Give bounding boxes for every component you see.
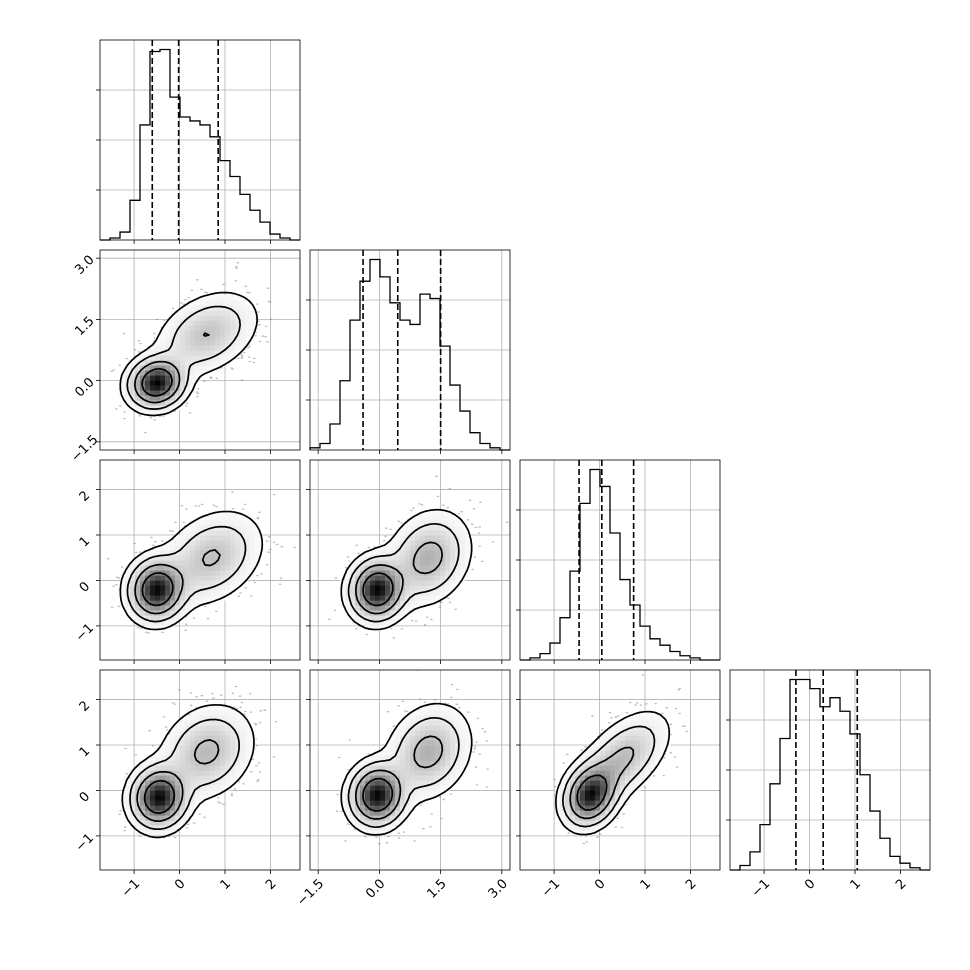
x-tick-label: −1	[119, 876, 143, 900]
panel-frame	[99, 669, 301, 871]
panel-frame	[309, 459, 511, 661]
histogram-panel-4: −1 0 1 2	[726, 669, 931, 901]
x-tick-label: 1	[638, 876, 654, 892]
contour-line	[119, 510, 264, 631]
contour-line	[119, 291, 258, 417]
density-fill	[120, 705, 256, 836]
x-tick-label: 0	[802, 876, 818, 892]
y-tick-label: −1	[73, 621, 97, 645]
x-tick-label: 0	[592, 876, 608, 892]
x-tick-label: 1	[218, 876, 234, 892]
x-tick-label: −1.5	[294, 876, 327, 909]
joint-panel-4-1: −1 0 1 2 −1 0 1 2	[73, 669, 301, 901]
panel-frame	[519, 669, 721, 871]
x-tick-label: 0	[172, 876, 188, 892]
y-tick-label: 1	[77, 744, 93, 760]
panel-frame	[309, 249, 511, 451]
contour-line	[555, 710, 671, 836]
histogram-step	[730, 678, 930, 871]
contour-line	[569, 746, 635, 820]
histogram-step	[309, 258, 510, 451]
x-tick-label: 3.0	[486, 876, 511, 901]
contour-line	[141, 572, 174, 607]
y-tick-label: 0	[77, 789, 93, 805]
joint-panel-3-1: −1 0 1 2	[73, 459, 301, 664]
contour-line	[129, 718, 241, 831]
contour-line	[133, 332, 210, 404]
y-tick-label: −1	[73, 831, 97, 855]
y-tick-label: 2	[77, 488, 93, 504]
contour-line	[134, 549, 221, 615]
y-tick-label: 2	[77, 698, 93, 714]
x-tick-label: 2	[893, 876, 909, 892]
contour-line	[362, 777, 394, 812]
x-tick-label: −1	[749, 876, 773, 900]
x-tick-label: −1	[539, 876, 563, 900]
histogram-step	[100, 48, 300, 241]
contour-line	[141, 367, 173, 397]
y-tick-label: 1.5	[72, 314, 97, 339]
contour-line	[362, 572, 394, 607]
y-tick-label: 0.0	[72, 375, 97, 400]
contour-line	[354, 735, 444, 820]
joint-panel-4-3: −1 0 1 2	[516, 669, 721, 901]
contour-line	[121, 703, 255, 839]
contour-line	[347, 522, 460, 623]
panel-frame	[309, 669, 511, 871]
y-tick-label: −1.5	[68, 432, 101, 465]
x-tick-label: 0.0	[363, 876, 388, 901]
contour-line	[340, 508, 473, 631]
y-tick-label: 0	[77, 579, 93, 595]
contour-line	[126, 525, 247, 623]
x-tick-label: 1	[848, 876, 864, 892]
panel-frame	[99, 249, 301, 451]
x-tick-label: 2	[683, 876, 699, 892]
density-fill	[340, 510, 471, 631]
contour-line	[576, 774, 608, 811]
panel-frame	[99, 39, 301, 241]
histogram-panel-3	[516, 459, 721, 664]
density-fill	[120, 295, 256, 416]
contour-line	[126, 305, 241, 410]
x-tick-label: 2	[263, 876, 279, 892]
panel-frame	[99, 459, 301, 661]
contour-line	[340, 702, 473, 836]
y-tick-label: 1	[77, 534, 93, 550]
histogram-panel-1	[96, 39, 301, 244]
density-fill	[555, 710, 671, 836]
joint-panel-3-2	[306, 459, 511, 664]
contour-line	[562, 725, 656, 828]
histogram-step	[520, 468, 720, 661]
panel-frame	[729, 669, 931, 871]
histogram-panel-2	[306, 249, 511, 454]
contour-line	[136, 739, 220, 823]
density-fill	[340, 705, 471, 836]
joint-panel-2-1: −1.5 0.0 1.5 3.0	[68, 249, 301, 465]
joint-panel-4-2: −1.5 0.0 1.5 3.0	[294, 669, 511, 909]
panel-frame	[519, 459, 721, 661]
y-tick-label: 3.0	[72, 253, 97, 278]
x-tick-label: 1.5	[424, 876, 449, 901]
contour-line	[143, 779, 176, 814]
contour-line	[347, 716, 460, 829]
contour-line	[354, 541, 443, 615]
